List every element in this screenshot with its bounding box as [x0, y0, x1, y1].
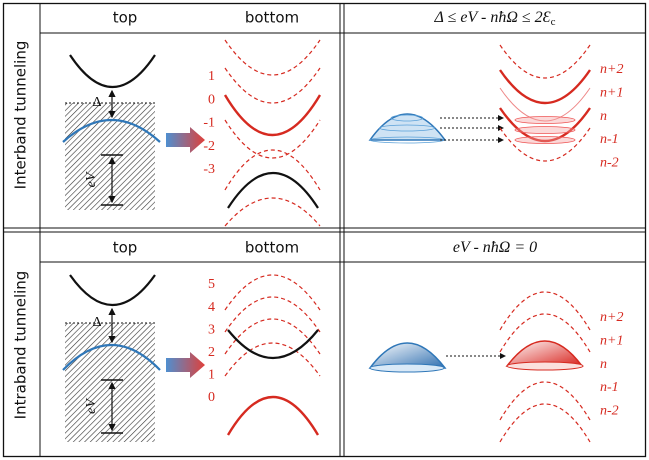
dome-base: [507, 362, 583, 370]
replica-band: [225, 198, 320, 226]
replica-label: n-1: [600, 380, 619, 395]
dome-base: [370, 364, 444, 372]
replica-label: n+2: [600, 310, 623, 325]
level-label: 4: [208, 300, 215, 315]
figure: Interband tunneling top bottom Δ ≤ eV - nħΩ…: [0, 0, 649, 460]
band: [228, 330, 318, 358]
replica-label: n+2: [600, 62, 623, 77]
level-label: 1: [208, 368, 215, 383]
replica-band: [225, 297, 320, 332]
level-label: 2: [208, 345, 215, 360]
column-header: bottom: [245, 9, 299, 27]
level-label: 1: [208, 69, 215, 84]
level-label: 0: [208, 390, 215, 405]
replica-band: [500, 45, 590, 78]
gap-label: Δ: [92, 315, 101, 330]
level-label: 3: [208, 322, 215, 337]
band: [225, 95, 320, 135]
condition: Δ ≤ eV - nħΩ ≤ 2Ɛc: [434, 9, 556, 28]
band: [70, 55, 155, 87]
replica-band: [500, 382, 590, 420]
replica-band: [225, 150, 320, 190]
column-header: top: [113, 239, 138, 257]
transform-arrow: [166, 127, 205, 153]
band: [70, 275, 155, 305]
transform-arrow: [166, 352, 205, 378]
replica-label: n: [600, 109, 607, 124]
band: [228, 397, 318, 435]
side-label: Intraband tunneling: [12, 271, 30, 420]
replica-label: n-1: [600, 132, 619, 147]
replica-band: [225, 120, 320, 158]
level-label: -2: [203, 139, 215, 154]
band: [228, 173, 318, 208]
replica-band: [225, 40, 320, 75]
band: [500, 88, 590, 121]
replica-band: [225, 68, 320, 103]
replica-label: n+1: [600, 334, 623, 349]
band: [500, 108, 590, 141]
column-header: bottom: [245, 239, 299, 257]
condition-text: Δ ≤ eV - nħΩ ≤ 2Ɛ: [434, 9, 551, 26]
column-header: top: [113, 9, 138, 27]
dome-slice: [515, 117, 575, 124]
replica-band: [225, 343, 320, 376]
band: [500, 70, 590, 103]
replica-label: n-2: [600, 403, 619, 418]
replica-label: n-2: [600, 155, 619, 170]
condition: eV - nħΩ = 0: [453, 239, 537, 256]
filled-states: [65, 323, 155, 442]
dome-slice: [515, 137, 575, 144]
level-label: -3: [203, 162, 215, 177]
gap-label: Δ: [92, 95, 101, 110]
level-label: 5: [208, 277, 215, 292]
bias-label: eV: [84, 398, 99, 414]
replica-band: [500, 292, 590, 330]
bias-label: eV: [84, 171, 99, 187]
level-label: -1: [203, 116, 215, 131]
side-label: Interband tunneling: [12, 41, 30, 190]
replica-band: [225, 319, 320, 354]
dome-slice: [515, 127, 575, 134]
condition-subscript: c: [551, 16, 556, 28]
replica-band: [225, 275, 320, 310]
replica-label: n+1: [600, 86, 623, 101]
level-label: 0: [208, 92, 215, 107]
replica-label: n: [600, 357, 607, 372]
condition-text: eV - nħΩ = 0: [453, 239, 537, 256]
replica-band: [500, 404, 590, 442]
